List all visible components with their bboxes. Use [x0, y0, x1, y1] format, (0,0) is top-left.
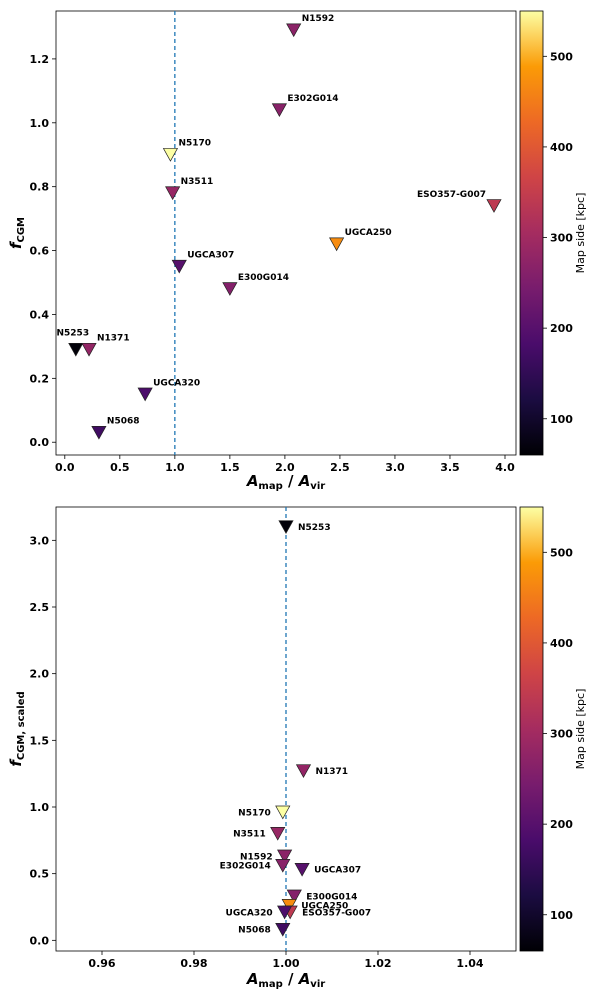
x-tick-label: 1.04	[456, 957, 483, 970]
x-tick-label: 0.5	[110, 461, 130, 474]
point-n1592	[277, 849, 293, 864]
point-n5170	[162, 148, 179, 162]
point-label: E302G014	[220, 862, 271, 872]
point-eso357-g007	[486, 199, 502, 213]
x-tick-label: 1.00	[272, 957, 299, 970]
colorbar-tick-label: 100	[550, 413, 573, 426]
top-colorbar	[519, 10, 544, 456]
top-y-axis-label: fCGM	[7, 217, 27, 249]
point-label: N5253	[298, 523, 331, 533]
y-tick-label: 0.4	[30, 308, 50, 321]
point-label: UGCA307	[187, 251, 234, 261]
x-tick-label: 3.5	[440, 461, 460, 474]
point-ugca307	[294, 863, 310, 877]
colorbar-tick-label: 400	[550, 637, 573, 650]
point-ugca307	[171, 259, 187, 274]
x-tick-label: 1.5	[220, 461, 240, 474]
x-tick-label: 4.0	[495, 461, 515, 474]
bottom-x-axis-label: Amap / Avir	[246, 970, 325, 990]
point-ugca250	[281, 899, 297, 913]
point-n3511	[165, 186, 181, 201]
x-tick-label: 3.0	[385, 461, 405, 474]
point-ugca320	[277, 905, 293, 920]
y-tick-label: 1.0	[30, 801, 50, 814]
bottom-colorbar-label: Map side [kpc]	[574, 689, 587, 770]
point-e300g014	[222, 282, 238, 296]
colorbar-tick-label: 300	[550, 232, 573, 245]
y-tick-label: 1.5	[30, 734, 50, 747]
point-n5068	[91, 425, 107, 440]
colorbar-tick-label: 200	[550, 322, 573, 335]
point-label: N1592	[302, 14, 335, 24]
point-label: N1371	[315, 767, 348, 777]
y-tick-label: 1.2	[30, 53, 50, 66]
bottom-colorbar	[519, 506, 544, 952]
x-tick-label: 1.02	[364, 957, 391, 970]
point-n1371	[81, 342, 97, 357]
point-n1592	[286, 23, 302, 38]
point-ugca250	[329, 237, 345, 252]
point-label: E300G014	[238, 273, 289, 283]
y-tick-label: 0.8	[30, 181, 50, 194]
point-n3511	[270, 827, 286, 841]
y-tick-label: 0.0	[30, 934, 50, 947]
y-tick-label: 0.0	[30, 436, 50, 449]
point-ugca320	[137, 387, 153, 402]
colorbar-tick-label: 100	[550, 909, 573, 922]
point-label: N5253	[57, 329, 90, 339]
y-tick-label: 2.0	[30, 668, 50, 681]
x-tick-label: 0.0	[55, 461, 75, 474]
colorbar-tick-label: 500	[550, 546, 573, 559]
point-label: N5170	[178, 139, 211, 149]
point-n5253	[278, 520, 294, 535]
point-label: N3511	[233, 830, 266, 840]
point-n5068	[275, 923, 291, 937]
point-e302g014	[275, 859, 291, 873]
colorbar-tick-label: 500	[550, 50, 573, 63]
point-e302g014	[271, 103, 287, 118]
x-tick-label: 0.96	[88, 957, 115, 970]
point-label: N1592	[240, 852, 273, 862]
point-n5170	[275, 805, 291, 820]
point-label: ESO357-G007	[302, 908, 371, 918]
colorbar-tick-label: 300	[550, 728, 573, 741]
point-label: N3511	[181, 177, 214, 187]
point-label: UGCA320	[153, 378, 200, 388]
colorbar-tick-label: 400	[550, 141, 573, 154]
y-tick-label: 1.0	[30, 117, 50, 130]
top-panel: 0.0 0.5 1.0 1.5 2.0 2.5 3.0 3.5 4.0 0.0 0.2 0.4 0.6…	[7, 10, 587, 492]
y-tick-label: 0.2	[30, 372, 50, 385]
y-tick-label: 2.5	[30, 601, 50, 614]
point-label: N5170	[238, 808, 271, 818]
point-n1371	[295, 764, 312, 779]
bottom-panel: 0.96 0.98 1.00 1.02 1.04 0.0 0.5 1.0 1.5 2.0 2.5 3…	[7, 506, 587, 990]
point-label: UGCA250	[345, 228, 392, 238]
y-tick-label: 0.5	[30, 868, 50, 881]
point-label: N5068	[238, 926, 271, 936]
top-colorbar-label: Map side [kpc]	[574, 193, 587, 274]
top-x-axis-label: Amap / Avir	[246, 472, 325, 492]
colorbar-tick-label: 200	[550, 818, 573, 831]
x-tick-label: 2.0	[275, 461, 295, 474]
top-plot-frame	[55, 10, 517, 456]
y-tick-label: 3.0	[30, 534, 50, 547]
point-label: UGCA320	[226, 908, 273, 918]
x-tick-label: 1.0	[165, 461, 185, 474]
point-label: N1371	[97, 334, 130, 344]
y-tick-label: 0.6	[30, 245, 50, 258]
point-label: E302G014	[287, 94, 338, 104]
x-tick-label: 2.5	[330, 461, 350, 474]
point-label: ESO357-G007	[417, 190, 486, 200]
point-label: UGCA307	[314, 866, 361, 876]
point-label: E300G014	[306, 892, 357, 902]
point-e300g014	[286, 889, 302, 904]
point-label: UGCA250	[301, 902, 348, 912]
x-tick-label: 0.98	[180, 957, 207, 970]
point-n5253	[68, 342, 84, 357]
point-label: N5068	[107, 417, 140, 427]
bottom-y-axis-label: fCGM, scaled	[7, 691, 27, 766]
